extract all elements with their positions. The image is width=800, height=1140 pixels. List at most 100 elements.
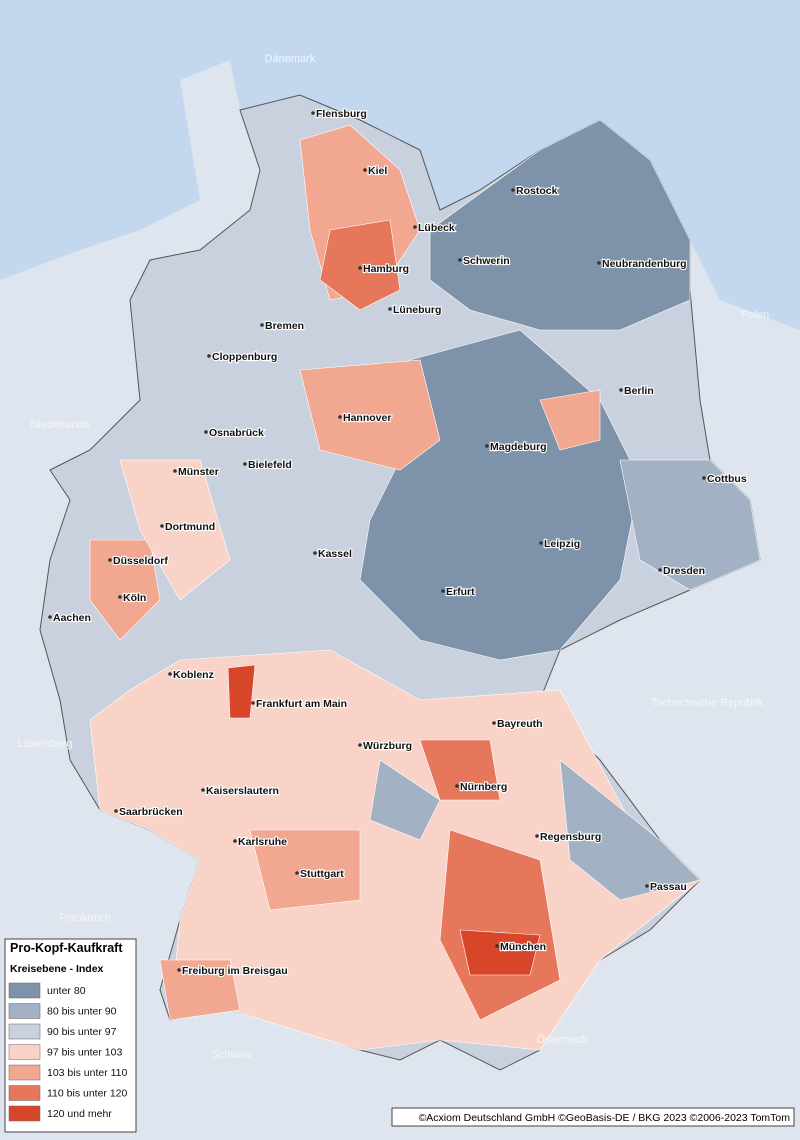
city-dot <box>619 388 623 392</box>
region <box>419 739 501 801</box>
legend-swatch <box>8 1085 41 1101</box>
city-dot <box>413 225 417 229</box>
country-label: Tschechische Republik <box>651 697 763 709</box>
city-dot <box>295 871 299 875</box>
city-label: Münster <box>178 466 219 478</box>
city-label: Kiel <box>368 165 387 177</box>
region <box>299 359 441 471</box>
city-dot <box>114 809 118 813</box>
city-dot <box>201 788 205 792</box>
city-dot <box>485 444 489 448</box>
region <box>119 459 231 601</box>
city-label: Bayreuth <box>497 718 543 730</box>
city-dot <box>358 743 362 747</box>
city-label: Cottbus <box>707 473 747 485</box>
city-label: München <box>500 941 546 953</box>
city-label: Berlin <box>624 385 654 397</box>
city-label: Karlsruhe <box>238 836 287 848</box>
region <box>319 219 401 311</box>
city-label: Aachen <box>53 612 91 624</box>
legend-swatch <box>8 1023 41 1040</box>
city-dot <box>511 188 515 192</box>
city-dot <box>118 595 122 599</box>
city-label: Lüneburg <box>393 304 441 316</box>
city-label: Koblenz <box>173 669 214 681</box>
city-dot <box>458 258 462 262</box>
region <box>459 929 541 976</box>
city-label: Flensburg <box>316 108 367 120</box>
city-label: Kassel <box>318 548 352 560</box>
legend-label: 80 bis unter 90 <box>47 1006 117 1018</box>
city-dot <box>160 524 164 528</box>
city-label: Regensburg <box>540 831 601 843</box>
legend-subtitle: Kreisebene - Index <box>10 963 104 975</box>
city-dot <box>260 323 264 327</box>
city-label: Bielefeld <box>248 459 292 471</box>
region <box>429 119 691 331</box>
legend-swatch <box>8 1044 41 1060</box>
city-label: Schwerin <box>463 255 510 267</box>
city-label: Magdeburg <box>490 441 547 453</box>
country-label: Luxemburg <box>17 738 72 750</box>
city-label: Saarbrücken <box>119 806 183 818</box>
city-dot <box>48 615 52 619</box>
city-dot <box>313 551 317 555</box>
region <box>539 389 601 451</box>
city-dot <box>492 721 496 725</box>
city-dot <box>108 558 112 562</box>
region <box>249 829 361 911</box>
legend-items: unter 80 80 bis unter 90 90 bis unter 97 97… <box>8 982 128 1122</box>
legend-label: 90 bis unter 97 <box>47 1026 117 1038</box>
city-label: Erfurt <box>446 586 475 598</box>
city-dot <box>539 541 543 545</box>
country-label: Polen <box>741 309 769 321</box>
city-label: Hannover <box>343 412 391 424</box>
legend-label: 120 und mehr <box>47 1108 112 1120</box>
city-dot <box>207 354 211 358</box>
city-dot <box>204 430 208 434</box>
city-label: Würzburg <box>363 740 412 752</box>
city-label: Stuttgart <box>300 868 344 880</box>
region <box>619 459 761 591</box>
regions <box>89 119 761 1051</box>
city-dot <box>173 469 177 473</box>
city-label: Kaiserslautern <box>206 785 279 797</box>
region <box>89 539 161 641</box>
city-dot <box>535 834 539 838</box>
city-dot <box>311 111 315 115</box>
city-dot <box>495 944 499 948</box>
city-dot <box>441 589 445 593</box>
city-label: Lübeck <box>418 222 455 234</box>
country-label: Frankreich <box>59 912 111 924</box>
city-label: Bremen <box>265 320 304 332</box>
city-label: Dresden <box>663 565 705 577</box>
city-dot <box>358 266 362 270</box>
legend-label: unter 80 <box>47 985 86 997</box>
region <box>159 959 241 1021</box>
city-label: Passau <box>650 881 687 893</box>
city-label: Freiburg im Breisgau <box>182 965 288 977</box>
legend-title: Pro-Kopf-Kaufkraft <box>10 941 123 955</box>
city-label: Leipzig <box>544 538 580 550</box>
city-label: Cloppenburg <box>212 351 277 363</box>
city-label: Nürnberg <box>460 781 507 793</box>
labels: Dänemark Polen Niederlande Luxemburg Frankre… <box>17 53 769 1061</box>
legend-swatch <box>8 982 41 999</box>
copyright: ©Acxiom Deutschland GmbH ©GeoBasis-DE / … <box>419 1112 791 1124</box>
city-label: Rostock <box>516 185 558 197</box>
city-dot <box>177 968 181 972</box>
city-dot <box>251 701 255 705</box>
legend-swatch <box>8 1064 41 1081</box>
city-label: Frankfurt am Main <box>256 698 347 710</box>
city-dot <box>233 839 237 843</box>
legend-swatch <box>8 1105 41 1122</box>
country-label: Österreich <box>537 1034 588 1046</box>
legend-label: 110 bis unter 120 <box>47 1088 128 1100</box>
city-label: Dortmund <box>165 521 215 533</box>
region <box>559 759 701 901</box>
region <box>227 664 256 719</box>
legend-label: 103 bis unter 110 <box>47 1067 128 1079</box>
city-dot <box>645 884 649 888</box>
city-dot <box>363 168 367 172</box>
